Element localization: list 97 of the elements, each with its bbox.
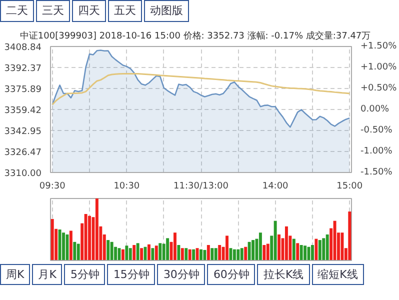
text: 15分钟 [113, 266, 150, 282]
bar [158, 242, 162, 260]
bar [274, 220, 277, 260]
text: 三天 [42, 3, 64, 19]
text: 动图版 [150, 3, 183, 19]
text: 五天 [114, 3, 136, 19]
y-tick-label: 3359.42 [4, 106, 42, 116]
y-tick-label: 3375.89 [4, 84, 42, 95]
bar [184, 248, 188, 260]
bar [266, 243, 270, 260]
y2-tick-label: +1.50% [360, 41, 398, 52]
x-tick-label: 10:30 [114, 181, 140, 192]
bar [66, 234, 69, 260]
bar [84, 214, 88, 260]
text: 四天 [78, 3, 100, 19]
bar [244, 246, 248, 260]
bar [214, 248, 218, 260]
bar [62, 232, 65, 260]
bar [177, 244, 180, 260]
bar [106, 240, 110, 260]
bar [132, 244, 136, 260]
bar [292, 238, 296, 260]
bar [333, 220, 336, 260]
bar [296, 242, 300, 260]
bar [310, 244, 314, 260]
bar [174, 232, 176, 260]
bar [318, 240, 322, 260]
bar [73, 242, 76, 260]
bar [180, 248, 184, 260]
text: 30分钟 [163, 266, 200, 282]
bar [50, 218, 54, 260]
bar [248, 242, 251, 260]
bar [240, 248, 244, 260]
text: 缩短K线 [318, 266, 358, 282]
bar [232, 249, 236, 260]
bar [188, 249, 192, 260]
text: 二天 [6, 3, 28, 19]
y2-tick-label: 0.00% [360, 104, 390, 114]
bar [69, 230, 72, 260]
bar [196, 248, 199, 260]
y2-tick-label: -1.00% [360, 146, 393, 156]
bar [218, 244, 222, 260]
bar [340, 232, 344, 260]
line-series [52, 72, 350, 106]
bar [236, 249, 240, 260]
bar [58, 229, 62, 260]
bar [88, 216, 92, 260]
bar [252, 240, 255, 260]
bar [229, 248, 232, 260]
text: 60分钟 [213, 266, 250, 282]
bar [300, 244, 303, 260]
bar [136, 242, 140, 260]
x-tick-label: 09:30 [39, 181, 66, 192]
text: 拉长K线 [263, 266, 304, 282]
bar [128, 248, 132, 260]
bar [154, 245, 158, 260]
x-tick-label: 14:00 [262, 181, 289, 192]
text: 月K [38, 266, 56, 282]
y-tick-label: 3326.47 [4, 148, 42, 158]
bar [210, 248, 214, 260]
bar [200, 249, 202, 260]
y2-tick-label: +0.50% [360, 83, 398, 94]
bar [258, 232, 262, 260]
bar [206, 244, 210, 260]
bar [348, 211, 352, 260]
bar [203, 250, 206, 260]
y2-tick-label: +1.00% [360, 62, 398, 72]
bar [76, 243, 80, 260]
bar [121, 249, 124, 260]
y-tick-label: 3342.95 [4, 126, 42, 137]
bar [192, 249, 196, 260]
bar [95, 198, 98, 260]
x-tick-label: 15:00 [336, 181, 363, 192]
bar [140, 248, 144, 260]
chart-title: 中证100[399903] 2018-10-16 15:00 价格: 3352.73 涨幅: -0.17% 成交量:37.47万 [20, 30, 371, 42]
text: 5分钟 [70, 266, 100, 282]
x-tick-label: 11:30/13:00 [174, 181, 229, 192]
y2-tick-label: -1.50% [360, 167, 393, 178]
bar [125, 245, 128, 260]
bar [278, 234, 281, 260]
bar [166, 238, 170, 260]
bar [322, 238, 326, 260]
bar [326, 234, 329, 260]
y-tick-label: 3392.37 [4, 64, 42, 74]
bar [226, 235, 228, 260]
bar [147, 244, 150, 260]
text: 周K [6, 266, 24, 282]
bar [304, 245, 307, 260]
bar [307, 246, 310, 260]
bar [110, 242, 114, 260]
bar [262, 244, 266, 260]
bar [314, 238, 318, 260]
bar [284, 226, 288, 260]
y2-tick-label: -0.50% [360, 125, 393, 136]
y-tick-label: 3310.00 [4, 168, 42, 179]
y-tick-label: 3408.84 [4, 42, 42, 53]
bar [151, 248, 154, 260]
